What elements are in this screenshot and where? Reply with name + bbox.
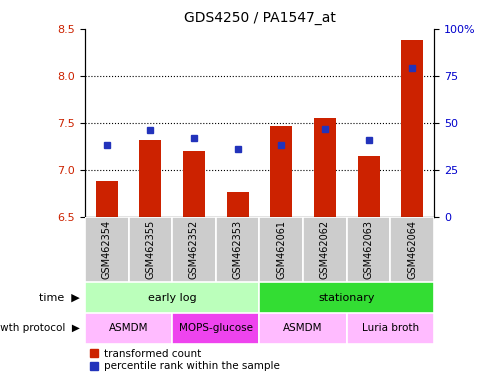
Text: GSM462061: GSM462061 [276, 220, 286, 279]
Text: GSM462354: GSM462354 [102, 220, 111, 279]
Text: GSM462063: GSM462063 [363, 220, 373, 279]
Bar [302, 217, 346, 282]
Bar [172, 217, 215, 282]
Text: stationary: stationary [318, 293, 374, 303]
Bar [139, 140, 161, 217]
Bar [128, 217, 172, 282]
Text: GSM462064: GSM462064 [407, 220, 416, 279]
Bar [313, 118, 335, 217]
Text: Luria broth: Luria broth [361, 323, 418, 333]
Text: MOPS-glucose: MOPS-glucose [179, 323, 252, 333]
Bar [400, 40, 422, 217]
Bar [346, 313, 433, 344]
Bar [390, 217, 433, 282]
Bar [259, 313, 346, 344]
Bar [215, 217, 259, 282]
Text: ASMDM: ASMDM [108, 323, 148, 333]
Bar [95, 181, 117, 217]
Bar [270, 126, 291, 217]
Title: GDS4250 / PA1547_at: GDS4250 / PA1547_at [183, 11, 335, 25]
Legend: transformed count, percentile rank within the sample: transformed count, percentile rank withi… [90, 349, 279, 371]
Text: GSM462353: GSM462353 [232, 220, 242, 279]
Text: ASMDM: ASMDM [283, 323, 322, 333]
Text: GSM462355: GSM462355 [145, 220, 155, 280]
Bar [259, 217, 302, 282]
Bar [346, 217, 390, 282]
Bar [357, 156, 378, 217]
Bar [182, 151, 204, 217]
Text: GSM462062: GSM462062 [319, 220, 329, 279]
Bar [85, 217, 128, 282]
Bar [85, 282, 259, 313]
Bar [226, 192, 248, 217]
Text: GSM462352: GSM462352 [189, 220, 198, 280]
Text: time  ▶: time ▶ [39, 293, 80, 303]
Bar [85, 313, 172, 344]
Text: early log: early log [148, 293, 196, 303]
Bar [172, 313, 259, 344]
Bar [259, 282, 433, 313]
Text: growth protocol  ▶: growth protocol ▶ [0, 323, 80, 333]
